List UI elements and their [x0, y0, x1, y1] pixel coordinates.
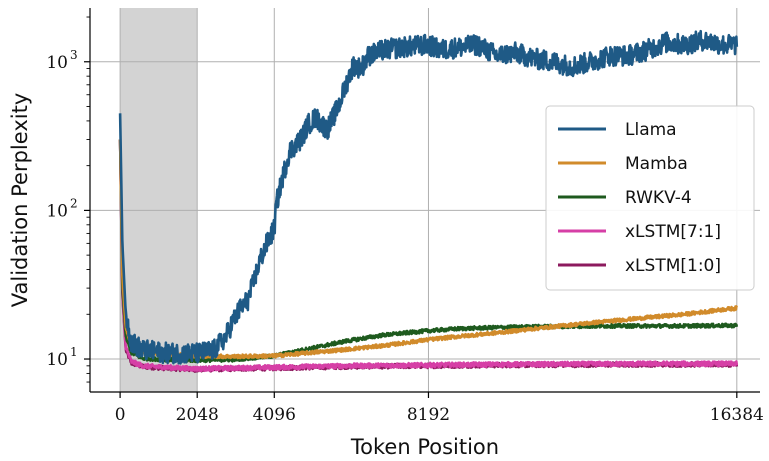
legend-label: RWKV-4 — [625, 188, 692, 208]
y-tick-label: 10 — [46, 53, 68, 73]
x-tick-label: 8192 — [407, 405, 450, 425]
y-tick-label: 10 — [46, 350, 68, 370]
series-layer — [118, 29, 739, 373]
legend-label: xLSTM[7:1] — [625, 222, 721, 242]
series-line-llama — [118, 29, 739, 365]
legend-box — [545, 105, 755, 291]
series-line-xlstm-7-1 — [118, 139, 739, 373]
x-tick-label: 2048 — [176, 405, 219, 425]
y-axis-label: Validation Perplexity — [8, 93, 32, 307]
y-tick-exponent: 3 — [70, 48, 78, 62]
shaded-region — [120, 8, 198, 392]
x-axis-label: Token Position — [350, 435, 499, 459]
x-ticks: 0 2048 4096 8192 16384 — [115, 392, 764, 425]
legend: Llama Mamba RWKV-4 xLSTM[7:1] xLSTM[1:0] — [545, 105, 755, 291]
y-tick-exponent: 2 — [70, 196, 78, 210]
x-tick-label: 16384 — [710, 405, 764, 425]
legend-label: xLSTM[1:0] — [625, 256, 721, 276]
x-tick-label: 4096 — [253, 405, 296, 425]
legend-label: Mamba — [625, 154, 688, 174]
series-line-mamba — [118, 139, 738, 360]
series-line-rwkv-4 — [118, 139, 739, 364]
plot-area — [90, 8, 760, 392]
x-tick-label: 0 — [115, 405, 126, 425]
legend-label: Llama — [625, 120, 677, 140]
y-tick-exponent: 1 — [70, 345, 78, 359]
y-tick-label: 10 — [46, 201, 68, 221]
